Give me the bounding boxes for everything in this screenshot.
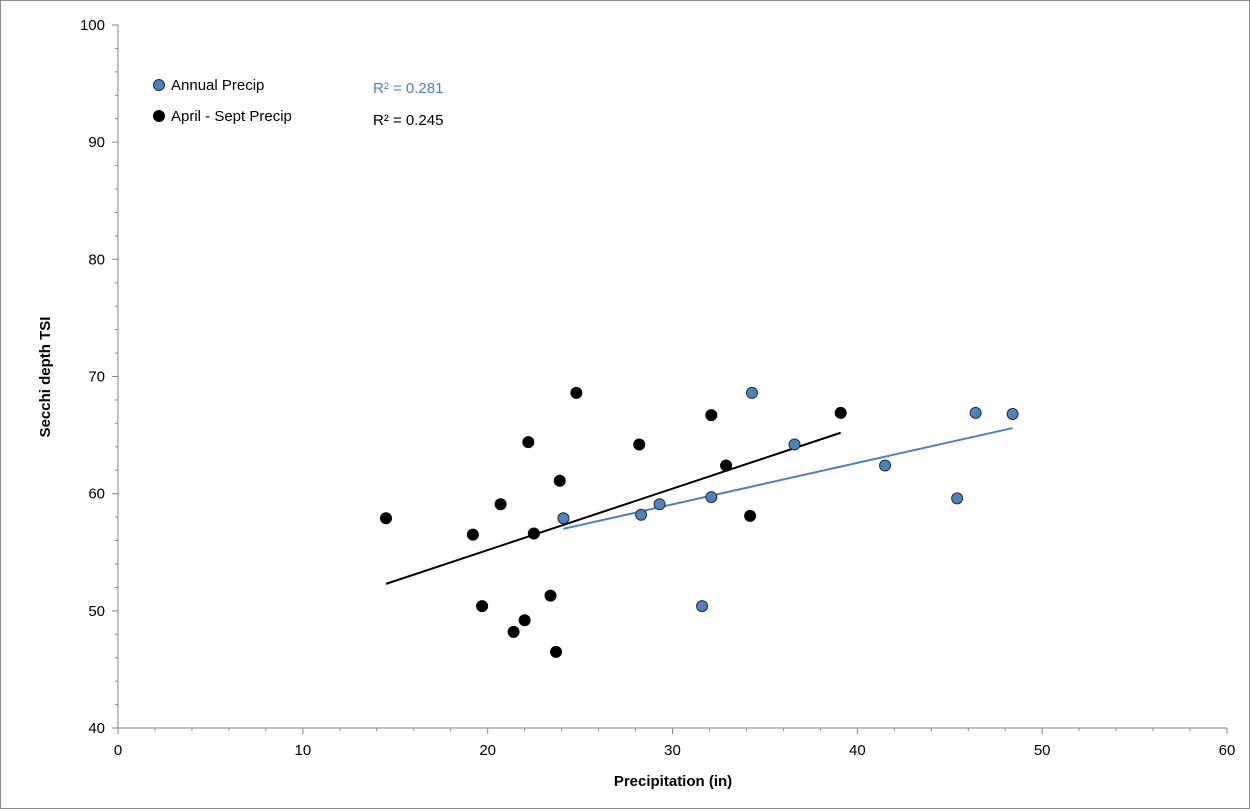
- data-point-april-sept-precip: [380, 512, 393, 525]
- x-tick-label: 40: [849, 742, 866, 759]
- x-tick-label: 10: [294, 742, 311, 759]
- data-point-annual-precip: [745, 386, 758, 399]
- trendlines: [385, 427, 1013, 585]
- data-point-annual-precip: [879, 459, 892, 472]
- data-point-annual-precip: [951, 492, 964, 505]
- y-tick-label: 50: [88, 603, 105, 620]
- y-tick-label: 40: [88, 720, 105, 737]
- x-axis-title: Precipitation (in): [614, 773, 732, 790]
- legend-marker-april-sept-precip: [153, 110, 165, 122]
- data-point-annual-precip: [557, 512, 570, 525]
- data-point-april-sept-precip: [518, 614, 531, 627]
- data-point-annual-precip: [705, 491, 718, 504]
- data-point-april-sept-precip: [522, 436, 535, 449]
- x-tick-label: 20: [479, 742, 496, 759]
- data-point-annual-precip: [788, 438, 801, 451]
- y-axis-title: Secchi depth TSI: [37, 317, 54, 438]
- y-tick-label: 60: [88, 486, 105, 503]
- x-tick-label: 60: [1219, 742, 1236, 759]
- y-tick-label: 100: [80, 17, 105, 34]
- data-point-april-sept-precip: [527, 527, 540, 540]
- y-tick-label: 90: [88, 134, 105, 151]
- legend-label-april-sept-precip: April - Sept Precip: [171, 108, 292, 125]
- data-point-annual-precip: [653, 498, 666, 511]
- legend-marker-annual-precip: [153, 79, 165, 91]
- data-point-april-sept-precip: [633, 438, 646, 451]
- data-point-annual-precip: [635, 508, 648, 521]
- data-point-annual-precip: [969, 406, 982, 419]
- data-point-april-sept-precip: [553, 474, 566, 487]
- data-point-april-sept-precip: [494, 498, 507, 511]
- x-tick-label: 30: [664, 742, 681, 759]
- data-point-april-sept-precip: [720, 459, 733, 472]
- data-point-april-sept-precip: [466, 528, 479, 541]
- data-points: [380, 386, 1019, 658]
- data-point-annual-precip: [1006, 407, 1019, 420]
- data-point-annual-precip: [696, 600, 709, 613]
- data-point-april-sept-precip: [476, 600, 489, 613]
- y-tick-label: 80: [88, 251, 105, 268]
- data-point-april-sept-precip: [705, 409, 718, 422]
- data-point-april-sept-precip: [507, 625, 520, 638]
- trendline-annual-precip: [563, 427, 1013, 530]
- data-point-april-sept-precip: [550, 645, 563, 658]
- legend: Annual Precip April - Sept Precip: [153, 77, 292, 125]
- x-tick-label: 0: [114, 742, 122, 759]
- legend-label-annual-precip: Annual Precip: [171, 77, 264, 94]
- axes: 40 50 60 70 80 90 100 0 10 20 30 40 50 60: [80, 17, 1235, 759]
- data-point-april-sept-precip: [834, 406, 847, 419]
- data-point-april-sept-precip: [570, 386, 583, 399]
- y-tick-label: 70: [88, 369, 105, 386]
- trendline-april-sept-precip: [385, 431, 842, 585]
- data-point-april-sept-precip: [544, 589, 557, 602]
- x-tick-label: 50: [1034, 742, 1051, 759]
- r2-label-annual-precip: R² = 0.281: [373, 80, 443, 97]
- r2-label-april-sept-precip: R² = 0.245: [373, 112, 443, 129]
- data-point-april-sept-precip: [744, 509, 757, 522]
